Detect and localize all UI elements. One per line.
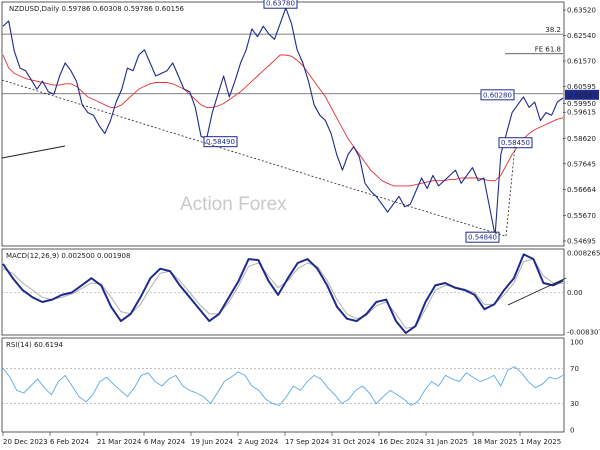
rsi-title: RSI(14) 60.6194: [6, 341, 63, 349]
last-price-tag: [565, 89, 599, 100]
level-label-box: [203, 136, 238, 148]
price-hlines: 38.2 FE 61.8: [2, 26, 563, 95]
hline-label: 38.2: [545, 26, 561, 34]
x-tick-label: 17 Sep 2024: [285, 438, 330, 446]
y-tick-label: 0.62540: [567, 32, 596, 40]
x-tick-label: 18 Mar 2025: [473, 438, 517, 446]
rsi-series: [2, 366, 564, 406]
y-tick-label: 0.63520: [567, 7, 596, 15]
x-tick-label: 2 Aug 2024: [238, 438, 279, 446]
level-label-text: 0.58450: [501, 139, 530, 147]
level-label-text: 0.60280: [483, 91, 512, 99]
x-tick-label: 21 Mar 2024: [97, 438, 142, 446]
y-tick-label: 0.59950: [567, 100, 596, 108]
level-label: 0.54840: [465, 231, 500, 243]
macd-series: [2, 253, 564, 334]
rsi-pane-frame: [1, 337, 565, 433]
x-tick-label: 6 Feb 2024: [50, 438, 90, 446]
x-tick-label: 20 Dec 2023: [3, 438, 48, 446]
y-tick-label: 0.59615: [567, 109, 596, 117]
rsi-y-tick-label: 100: [570, 339, 583, 347]
price-pane: NZDUSD,Daily 0.59786 0.60308 0.59786 0.6…: [1, 0, 599, 247]
level-label: 0.58490: [203, 136, 238, 148]
watermark: Action Forex: [180, 194, 287, 215]
macd-signal-line: [2, 258, 564, 329]
x-tick-label: 16 Dec 2024: [379, 438, 424, 446]
level-label-text: 0.63780: [266, 0, 295, 8]
rsi-line: [2, 366, 564, 406]
level-label-text: 0.54840: [468, 234, 497, 242]
x-axis: 20 Dec 2023 6 Feb 2024 21 Mar 2024 6 May 20…: [2, 432, 561, 446]
macd-line: [2, 253, 564, 334]
level-label-text: 0.58490: [206, 138, 235, 146]
price-title: NZDUSD,Daily 0.59786 0.60308 0.59786 0.6…: [9, 5, 185, 13]
rsi-y-tick-label: 30: [570, 400, 579, 408]
last-price-tag-text: 0.60280: [568, 91, 597, 99]
trendline-solid: [1, 145, 66, 159]
price-series: [2, 7, 564, 237]
macd-pane: MACD(12,26,9) 0.002500 0.001908 0.008265…: [1, 248, 600, 337]
hline-label: FE 61.8: [535, 46, 561, 54]
y-tick-label: 0.56664: [567, 186, 596, 194]
level-label-box: [498, 137, 533, 149]
y-tick-label: 0.54695: [567, 237, 596, 245]
level-label: 0.58450: [498, 137, 533, 149]
rsi-y-tick-label: 0: [570, 427, 574, 435]
rsi-pane: RSI(14) 60.6194 100 70 30 0: [1, 337, 583, 435]
y-tick-label: 0.60595: [567, 83, 596, 91]
moving-average-line: [2, 54, 564, 187]
macd-y-axis: 0.008265 0.00 -0.008307: [567, 250, 600, 337]
y-tick-label: 0.57645: [567, 160, 596, 168]
macd-y-tick-label: 0.008265: [567, 250, 600, 258]
macd-pane-frame: [1, 248, 565, 336]
price-line: [2, 7, 564, 237]
x-tick-label: 1 May 2025: [520, 438, 561, 446]
rsi-y-tick-label: 70: [570, 365, 579, 373]
price-level-labels: 0.63780 0.58490 0.60280 0.58450 0.54840: [203, 0, 533, 243]
y-tick-label: 0.61570: [567, 58, 596, 66]
macd-title: MACD(12,26,9) 0.002500 0.001908: [6, 252, 130, 260]
y-tick-label: 0.55670: [567, 212, 596, 220]
level-label-box: [465, 231, 500, 243]
level-label: 0.63780: [263, 0, 298, 9]
trendline-rebound: [505, 145, 516, 237]
y-tick-label: 0.58620: [567, 135, 596, 143]
x-tick-label: 31 Jan 2025: [426, 438, 468, 446]
trendlines: [1, 79, 516, 237]
price-y-axis: 0.63520 0.62540 0.61570 0.60595 0.599500.596…: [563, 7, 599, 245]
x-tick-label: 19 Jun 2024: [191, 438, 234, 446]
level-label-box: [480, 89, 515, 101]
x-tick-label: 6 May 2024: [144, 438, 186, 446]
macd-y-tick-label: -0.008307: [567, 329, 600, 337]
level-label: 0.60280: [480, 89, 515, 101]
macd-trendline: [507, 277, 567, 306]
rsi-y-axis: 100 70 30 0: [570, 339, 583, 435]
x-tick-label: 31 Oct 2024: [332, 438, 376, 446]
macd-y-tick-label: 0.00: [567, 289, 583, 297]
level-label-box: [263, 0, 298, 9]
